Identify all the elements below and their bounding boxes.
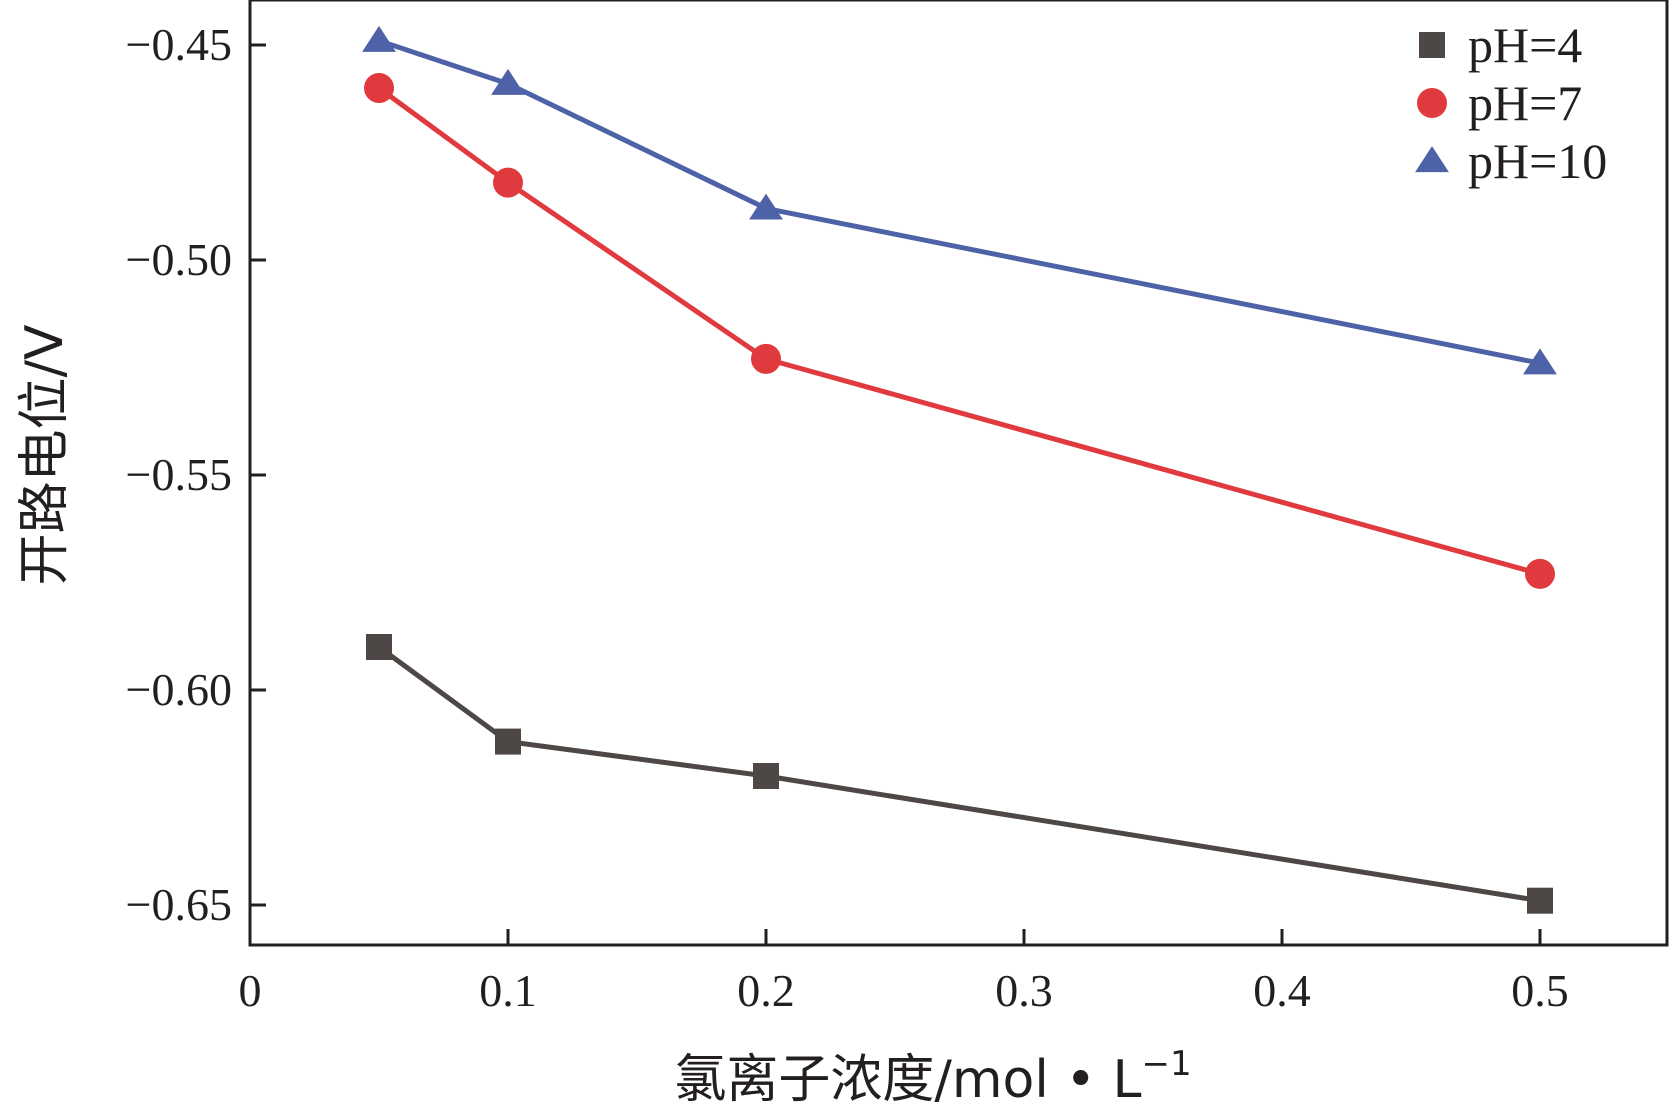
y-tick-label: −0.65 bbox=[126, 879, 232, 930]
data-point bbox=[753, 763, 779, 789]
legend-marker bbox=[1415, 146, 1449, 173]
y-axis-ticks: −0.45 −0.50 −0.55 −0.60 −0.65 bbox=[126, 19, 266, 930]
y-tick-label: −0.55 bbox=[126, 449, 232, 500]
x-tick-label: 0.1 bbox=[479, 965, 537, 1016]
series-triangle bbox=[362, 25, 1557, 375]
x-tick-label: 0.3 bbox=[995, 965, 1053, 1016]
y-tick-label: −0.60 bbox=[126, 664, 232, 715]
data-point bbox=[1527, 887, 1553, 914]
legend-label: pH=10 bbox=[1468, 133, 1607, 189]
data-point bbox=[751, 343, 781, 374]
x-axis-title-superscript: −1 bbox=[1142, 1044, 1192, 1084]
y-axis-title: 开路电位/V bbox=[15, 324, 75, 586]
x-tick-label: 0.4 bbox=[1253, 965, 1311, 1016]
series-line bbox=[377, 644, 1541, 904]
data-point bbox=[366, 634, 392, 660]
x-tick-label: 0.5 bbox=[1511, 965, 1569, 1016]
legend: pH=4pH=7pH=10 bbox=[1415, 17, 1607, 189]
x-axis-ticks: 0 0.1 0.2 0.3 0.4 0.5 bbox=[239, 929, 1569, 1016]
data-point bbox=[1523, 348, 1557, 375]
plot-frame bbox=[248, 0, 1669, 947]
legend-marker bbox=[1417, 88, 1447, 118]
legend-label: pH=7 bbox=[1468, 75, 1582, 131]
series-line bbox=[377, 85, 1541, 577]
x-tick-label: 0 bbox=[239, 965, 262, 1016]
data-point bbox=[362, 25, 396, 52]
x-axis-title: 氯离子浓度/mol • L−1 bbox=[674, 1044, 1191, 1110]
data-point bbox=[1525, 558, 1555, 589]
series-circle bbox=[364, 73, 1555, 589]
y-tick-label: −0.45 bbox=[126, 19, 232, 70]
series-line bbox=[378, 38, 1541, 366]
data-point bbox=[491, 68, 525, 95]
legend-label: pH=4 bbox=[1468, 17, 1582, 73]
series-layer bbox=[362, 25, 1557, 914]
y-tick-label: −0.50 bbox=[126, 234, 232, 285]
data-point bbox=[749, 193, 783, 220]
data-point bbox=[493, 167, 523, 198]
data-point bbox=[364, 73, 394, 103]
data-point bbox=[495, 728, 521, 755]
legend-marker bbox=[1419, 32, 1445, 58]
series-square bbox=[366, 634, 1553, 914]
x-tick-label: 0.2 bbox=[737, 965, 795, 1016]
